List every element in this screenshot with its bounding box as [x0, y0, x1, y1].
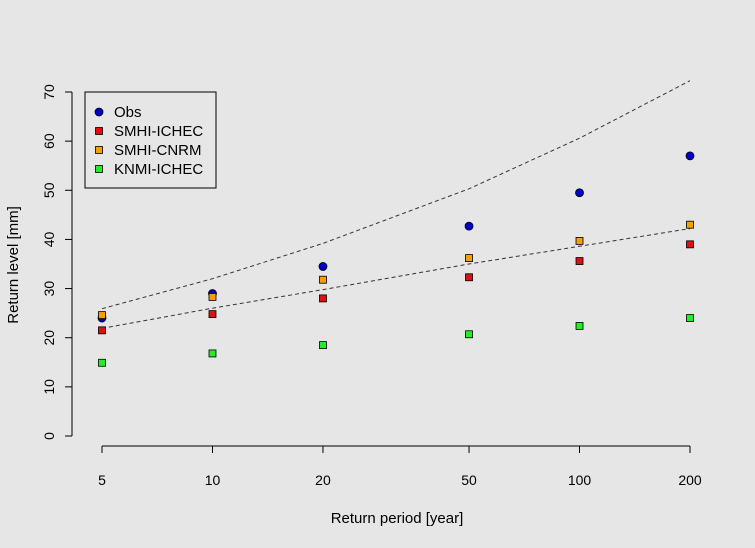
y-tick-label: 10 [41, 379, 57, 395]
legend-marker-obs [94, 107, 104, 117]
y-tick-label: 60 [41, 133, 57, 149]
x-tick-label: 5 [98, 472, 106, 488]
knmi-ichec-point [465, 330, 473, 339]
smhi-cnrm-point [575, 237, 584, 245]
smhi-cnrm-point [208, 293, 217, 301]
smhi-ichec-point [98, 326, 106, 335]
legend-marker-smhi-ichec [95, 127, 103, 135]
smhi-ichec-point [686, 240, 694, 249]
x-tick-label: 100 [568, 472, 592, 488]
legend-label-obs: Obs [114, 104, 142, 121]
smhi-ichec-point [575, 257, 584, 265]
legend-box [84, 91, 217, 189]
smhi-ichec-point [319, 294, 327, 303]
legend-label-smhi-cnrm: SMHI-CNRM [114, 142, 202, 159]
knmi-ichec-point [319, 341, 327, 349]
smhi-cnrm-point [465, 254, 473, 263]
y-tick-label: 20 [41, 330, 57, 346]
legend-marker-knmi-ichec [95, 165, 103, 173]
obs-point [575, 188, 584, 198]
legend-marker-smhi-cnrm [95, 146, 103, 154]
y-tick-label: 0 [41, 432, 57, 440]
knmi-ichec-point [686, 314, 694, 322]
x-tick-label: 20 [315, 472, 331, 488]
x-tick-label: 10 [205, 472, 221, 488]
y-tick-label: 30 [41, 281, 57, 297]
y-tick-label: 70 [41, 84, 57, 100]
obs-point [318, 262, 328, 271]
smhi-cnrm-point [319, 275, 327, 284]
axes: 0 10 20 30 40 50 60 70 5 10 20 50 100 200 [41, 84, 702, 488]
x-tick-label: 200 [678, 472, 702, 488]
legend-label-smhi-ichec: SMHI-ICHEC [114, 123, 203, 140]
knmi-ichec-point [208, 349, 217, 358]
x-axis-label: Return period [year] [331, 510, 464, 527]
smhi-cnrm-point [98, 311, 106, 320]
y-tick-label: 50 [41, 182, 57, 198]
obs-point [685, 151, 695, 161]
smhi-cnrm-point [686, 220, 694, 229]
y-axis-label: Return level [mm] [5, 206, 22, 324]
obs-point [464, 221, 474, 231]
dashed-line-1 [101, 80, 691, 310]
dashed-line-2 [101, 228, 691, 329]
y-tick-label: 40 [41, 231, 57, 247]
legend-label-knmi-ichec: KNMI-ICHEC [114, 161, 203, 178]
smhi-ichec-point [208, 310, 217, 319]
smhi-ichec-point [465, 273, 473, 282]
data-points [97, 151, 695, 367]
knmi-ichec-point [98, 358, 106, 367]
x-tick-label: 50 [461, 472, 477, 488]
knmi-ichec-point [575, 322, 584, 330]
fitted-lines [101, 80, 691, 329]
legend: Obs SMHI-ICHEC SMHI-CNRM KNMI-ICHEC [84, 91, 217, 189]
